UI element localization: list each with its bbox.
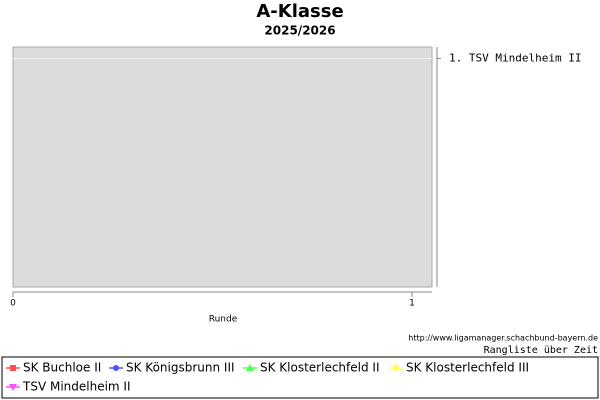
- x-tick-label: 1: [409, 299, 415, 309]
- legend-marker: [246, 364, 254, 371]
- legend-label: SK Buchloe II: [23, 361, 101, 375]
- legend-label: SK Klosterlechfeld III: [406, 361, 529, 375]
- legend-label: SK Königsbrunn III: [126, 361, 235, 375]
- legend-label: SK Klosterlechfeld II: [260, 361, 380, 375]
- chart-title: A-Klasse: [256, 1, 343, 22]
- y2-tick-label: 1. TSV Mindelheim II: [449, 51, 581, 64]
- plot-area: [12, 46, 433, 288]
- caption: Rangliste über Zeit: [484, 345, 598, 356]
- source: http://www.ligamanager.schachbund-bayern…: [408, 334, 598, 343]
- legend: [1, 356, 599, 399]
- x-axis-label: Runde: [209, 315, 238, 325]
- legend-label: TSV Mindelheim II: [22, 380, 131, 394]
- legend-marker: [392, 364, 400, 372]
- legend-marker: [10, 365, 16, 371]
- chart-subtitle: 2025/2026: [264, 24, 335, 38]
- legend-marker: [9, 384, 17, 391]
- legend-marker: [113, 365, 119, 371]
- x-tick-label: 0: [10, 299, 16, 309]
